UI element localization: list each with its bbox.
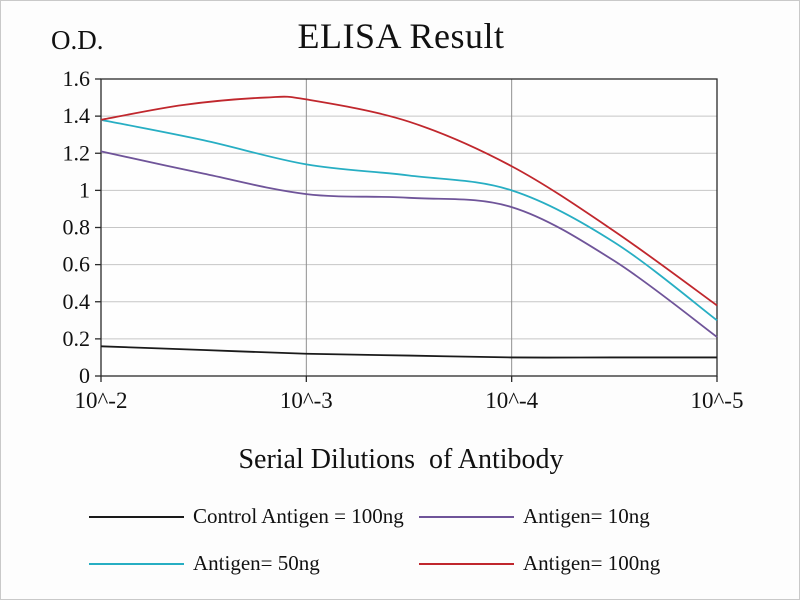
- legend-line-icon: [419, 562, 514, 565]
- legend: Control Antigen = 100ng Antigen= 10ng Anti…: [89, 504, 749, 576]
- plot-area: 0 0.2 0.4 0.6 0.8 1 1.2 1.4 1.6 10^-2 10^-3 10^-4 10…: [63, 66, 744, 413]
- legend-item: Control Antigen = 100ng: [89, 504, 419, 529]
- legend-label: Antigen= 100ng: [523, 551, 661, 575]
- x-tick-label: 10^-5: [691, 388, 744, 413]
- x-tick-label: 10^-2: [75, 388, 128, 413]
- y-tick-label: 1.4: [63, 103, 91, 128]
- legend-item: Antigen= 100ng: [419, 551, 749, 576]
- y-tick-label: 1.2: [63, 140, 91, 165]
- legend-label: Antigen= 50ng: [193, 551, 320, 575]
- x-axis-title: Serial Dilutions of Antibody: [238, 444, 564, 475]
- legend-item: Antigen= 10ng: [419, 504, 749, 529]
- legend-line-icon: [419, 515, 514, 518]
- y-tick-label: 1: [79, 177, 90, 202]
- series-line: [100, 118, 718, 322]
- y-tick-label: 0.2: [63, 326, 91, 351]
- y-tick-label: 0: [79, 363, 90, 388]
- x-tick-label: 10^-3: [280, 388, 333, 413]
- x-tick-label: 10^-4: [485, 388, 538, 413]
- series-line: [100, 150, 718, 338]
- y-tick-label: 0.8: [63, 215, 91, 240]
- y-tick-label: 0.6: [63, 252, 91, 277]
- y-tick-label: 0.4: [63, 289, 91, 314]
- legend-item: Antigen= 50ng: [89, 551, 419, 576]
- series-line: [100, 95, 718, 307]
- y-tick-label: 1.6: [63, 66, 91, 91]
- series-line: [100, 345, 717, 359]
- legend-label: Antigen= 10ng: [523, 504, 650, 528]
- legend-line-icon: [89, 515, 184, 518]
- y-axis-title: O.D.: [51, 25, 104, 55]
- chart-title: ELISA Result: [297, 16, 505, 56]
- legend-line-icon: [89, 562, 184, 565]
- legend-label: Control Antigen = 100ng: [193, 504, 404, 528]
